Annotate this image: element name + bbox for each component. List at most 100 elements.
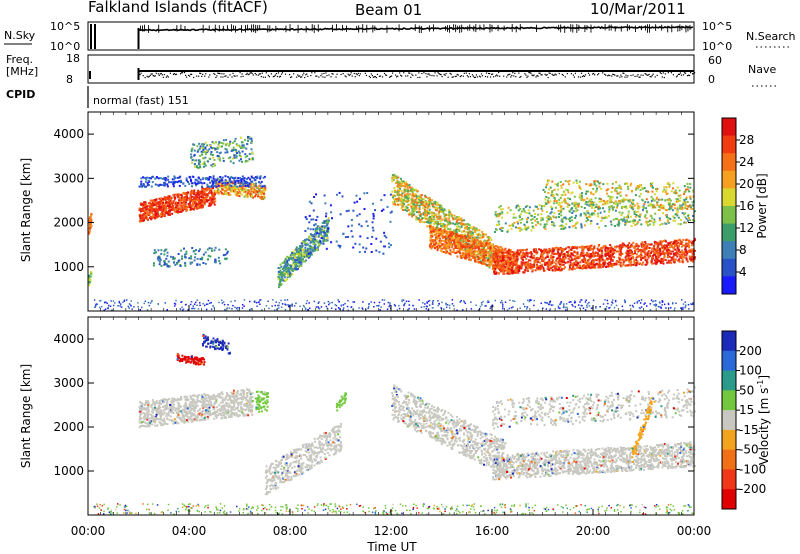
power-cell (237, 181, 240, 184)
power-cell (431, 214, 434, 217)
power-cell (379, 240, 382, 243)
nave-point (248, 73, 250, 75)
nave-point (281, 72, 284, 74)
power-cell (464, 246, 467, 249)
power-cell (210, 176, 212, 179)
power-cell (226, 151, 229, 154)
power-cell (300, 253, 303, 255)
power-cell (342, 233, 345, 235)
power-cell (193, 191, 195, 194)
power-cell (421, 200, 424, 203)
power-cell (161, 199, 164, 202)
power-cell (227, 182, 230, 185)
power-cell (291, 273, 294, 276)
power-cell (194, 206, 197, 209)
nave-point (148, 75, 150, 78)
power-cell (234, 181, 237, 184)
power-cell (141, 214, 144, 217)
power-cell (217, 157, 220, 160)
power-cell (258, 189, 261, 192)
power-cell (171, 178, 174, 181)
power-cell (197, 202, 200, 205)
nave-point (348, 74, 350, 77)
power-cell (672, 247, 675, 250)
power-cell (399, 185, 402, 188)
nave-point (528, 72, 530, 74)
power-cell (663, 248, 666, 251)
power-cell (155, 198, 158, 201)
power-cell (448, 246, 451, 249)
power-cell (152, 214, 155, 217)
nave-point (472, 75, 475, 77)
power-cell (627, 257, 630, 259)
power-cell (607, 264, 610, 267)
power-cell (636, 262, 639, 265)
power-cell (464, 244, 467, 247)
power-cell (429, 211, 432, 214)
power-cell (186, 195, 188, 198)
power-cell (234, 154, 237, 157)
power-cell (163, 196, 166, 199)
power-cell (177, 261, 180, 264)
power-cell (383, 231, 386, 234)
power-cell (238, 179, 241, 182)
power-cell (413, 203, 416, 206)
power-cell (454, 232, 457, 235)
power-cell (454, 252, 457, 254)
power-cell (471, 236, 474, 239)
power-cell (168, 181, 170, 184)
power-cell (258, 190, 261, 193)
nave-point (290, 76, 292, 79)
power-cell (193, 193, 196, 196)
nave-point (153, 75, 155, 77)
power-cell (322, 242, 325, 245)
power-cell (213, 249, 216, 252)
power-cell (243, 182, 246, 185)
power-cell (162, 214, 165, 217)
power-cell (176, 194, 179, 197)
power-cell (508, 260, 510, 263)
power-cell (454, 246, 457, 249)
power-cell (149, 209, 152, 212)
power-cell (432, 205, 435, 208)
power-cell (196, 150, 199, 153)
power-cell (166, 254, 169, 257)
power-cell (495, 254, 498, 257)
power-cell (285, 263, 287, 266)
power-cell (464, 253, 467, 256)
power-cell (480, 260, 482, 263)
power-cell (157, 184, 160, 187)
power-cell (194, 201, 196, 204)
nave-point (627, 75, 629, 77)
noise-tick-right-top: 10^5 (702, 20, 732, 33)
power-cell (224, 147, 227, 150)
nave-point (385, 74, 388, 76)
power-cell (644, 249, 647, 251)
power-cell (199, 206, 202, 209)
power-cell (437, 244, 439, 247)
power-cell (421, 217, 424, 220)
power-cell (414, 198, 417, 201)
power-cell (297, 249, 299, 252)
power-cell (378, 251, 381, 254)
power-cell (140, 183, 143, 186)
nave-point (198, 75, 200, 77)
nave-point (270, 73, 273, 75)
power-cell (162, 177, 164, 180)
power-cell (211, 141, 214, 144)
power-cell (191, 161, 193, 164)
power-cell (148, 177, 151, 180)
power-cell (483, 233, 486, 236)
power-cell (294, 261, 297, 263)
nave-point (166, 75, 168, 77)
power-cell (363, 192, 366, 195)
noise-panel: N.Sky 10^5 10^0 10^5 10^0 N.Search (4, 20, 796, 53)
nave-point (342, 72, 344, 75)
power-cell (446, 237, 449, 240)
nave-point (345, 76, 347, 78)
power-cell (164, 182, 167, 185)
power-cell (229, 188, 232, 191)
power-cell (409, 211, 411, 214)
nave-point (545, 74, 547, 76)
nave-point (209, 74, 211, 76)
